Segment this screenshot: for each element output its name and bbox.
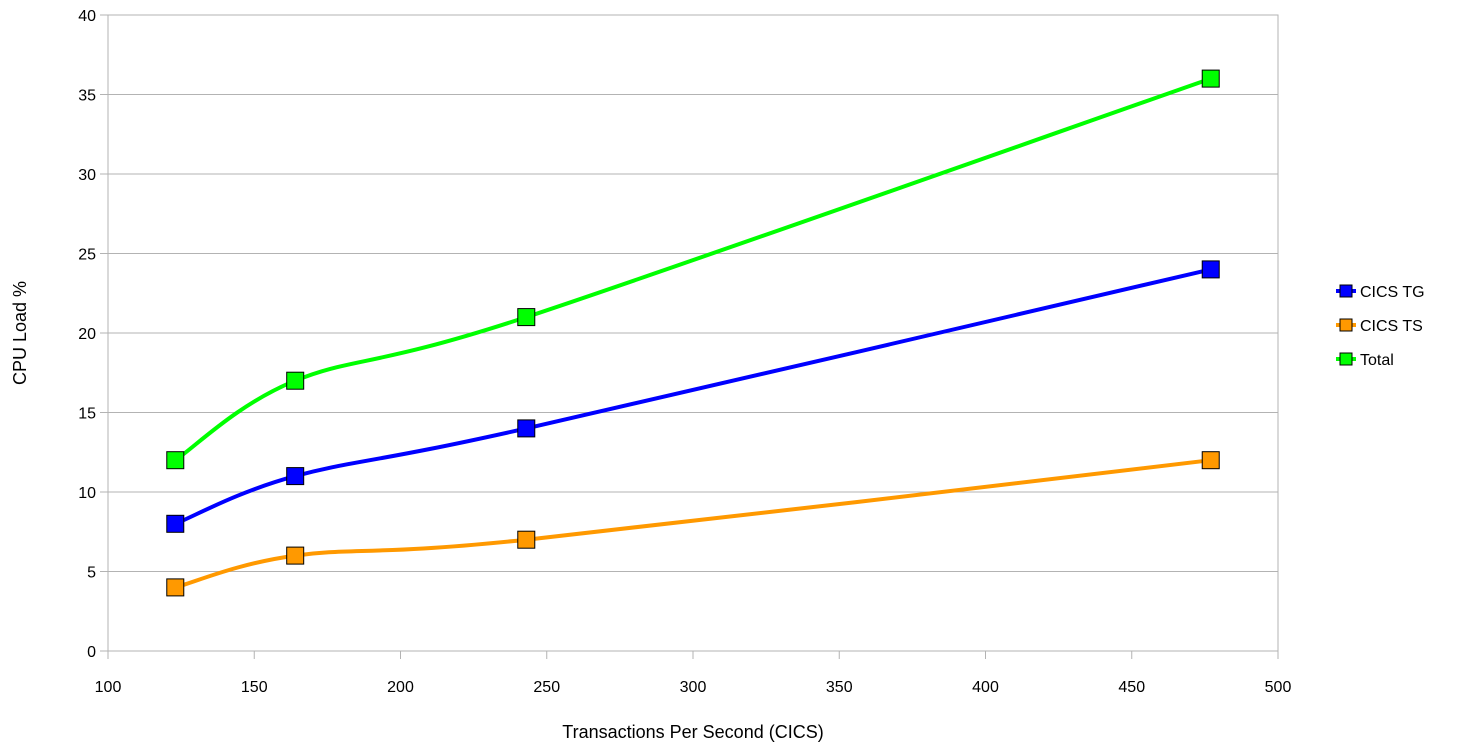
- legend-marker: [1339, 318, 1353, 332]
- series-line: [173, 458, 1213, 590]
- x-tick-label: 350: [826, 679, 853, 696]
- data-point-marker: [286, 546, 305, 565]
- x-tick-label: 150: [241, 679, 268, 696]
- legend-marker: [1339, 284, 1353, 298]
- series-line: [173, 267, 1213, 526]
- y-axis-title: CPU Load %: [10, 281, 30, 385]
- data-point-marker: [1201, 451, 1220, 470]
- series-cics-tg: [166, 260, 1220, 533]
- data-point-marker: [166, 451, 185, 470]
- x-tick-label: 450: [1118, 679, 1145, 696]
- series-total: [166, 69, 1220, 470]
- y-tick-label: 10: [78, 485, 96, 502]
- data-point-marker: [166, 514, 185, 533]
- legend-item: CICS TG: [1336, 284, 1425, 301]
- data-point-marker: [286, 467, 305, 486]
- x-tick-label: 300: [680, 679, 707, 696]
- x-axis-title: Transactions Per Second (CICS): [562, 722, 823, 742]
- legend-item: Total: [1336, 352, 1394, 369]
- y-tick-label: 20: [78, 326, 96, 343]
- legend-label: Total: [1360, 352, 1394, 369]
- data-point-marker: [286, 371, 305, 390]
- data-point-marker: [1201, 260, 1220, 279]
- y-tick-label: 0: [87, 644, 96, 661]
- y-tick-label: 15: [78, 406, 96, 423]
- x-tick-label: 100: [95, 679, 122, 696]
- y-tick-label: 5: [87, 565, 96, 582]
- y-tick-label: 35: [78, 88, 96, 105]
- legend-marker: [1339, 352, 1353, 366]
- data-point-marker: [1201, 69, 1220, 88]
- y-axis: 0 5 10 15 20 25 30 35 40: [78, 8, 108, 661]
- legend: CICS TG CICS TS Total: [1336, 284, 1425, 369]
- series-layer: [166, 69, 1220, 597]
- y-tick-label: 30: [78, 167, 96, 184]
- data-point-marker: [517, 530, 536, 549]
- x-tick-label: 400: [972, 679, 999, 696]
- series-cics-ts: [166, 451, 1220, 597]
- y-tick-label: 40: [78, 8, 96, 25]
- legend-label: CICS TS: [1360, 318, 1423, 335]
- x-axis: 100 150 200 250 300 350 400 450 500: [95, 651, 1292, 696]
- y-tick-label: 25: [78, 247, 96, 264]
- data-point-marker: [517, 419, 536, 438]
- legend-item: CICS TS: [1336, 318, 1423, 335]
- x-tick-label: 500: [1265, 679, 1292, 696]
- series-line: [173, 76, 1213, 463]
- data-point-marker: [166, 578, 185, 597]
- x-tick-label: 200: [387, 679, 414, 696]
- data-point-marker: [517, 308, 536, 327]
- x-tick-label: 250: [533, 679, 560, 696]
- legend-label: CICS TG: [1360, 284, 1425, 301]
